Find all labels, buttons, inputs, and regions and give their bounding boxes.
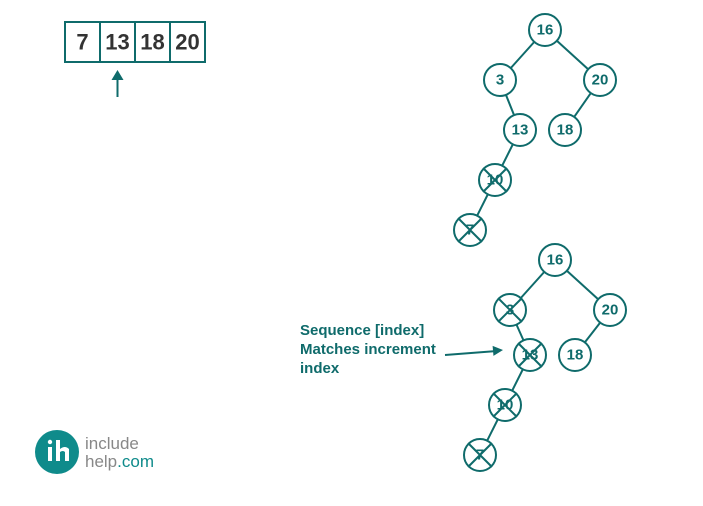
tree-edge [557,41,588,69]
annotation: Sequence [index] Matches increment index [300,322,503,377]
tree-edge [574,93,591,117]
tree-2: 163201318107 [464,244,626,471]
annotation-arrow [445,351,497,355]
tree-node-label: 18 [557,122,574,139]
sequence-array: 7 13 18 20 [65,22,205,97]
annotation-line: index [300,360,340,377]
tree-edge [516,325,523,341]
logo-glyph [48,440,52,444]
annotation-line: Matches increment [300,341,436,358]
logo-text-line2: help.com [85,452,154,471]
logo-glyph [56,440,60,461]
sequence-cell-value: 20 [175,30,199,55]
annotation-line: Sequence [index] [300,322,424,339]
tree-edge [502,144,513,165]
sequence-cell-value: 18 [140,30,164,55]
tree-edge [511,42,535,68]
tree-node-label: 18 [567,347,584,364]
tree-edge [506,95,514,115]
logo-text-line1: include [85,434,139,453]
tree-node-label: 16 [547,252,564,269]
tree-node-label: 20 [602,302,619,319]
brand-logo: includehelp.com [35,430,154,474]
annotation-arrowhead [493,346,503,356]
tree-edge [512,369,523,390]
tree-node-label: 3 [496,72,504,89]
sequence-pointer-arrowhead [112,70,124,80]
sequence-cell-value: 7 [76,30,88,55]
tree-node-label: 20 [592,72,609,89]
tree-edge [487,419,498,440]
tree-edge [477,194,488,215]
sequence-cell-value: 13 [105,30,129,55]
tree-edge [567,271,598,299]
tree-node-label: 16 [537,22,554,39]
tree-edge [521,272,545,298]
tree-edge [585,323,600,343]
tree-1: 163201318107 [454,14,616,246]
diagram-canvas: 7131820163201318107163201318107Sequence … [0,0,703,506]
logo-glyph [48,447,52,461]
tree-node-label: 13 [512,122,529,139]
